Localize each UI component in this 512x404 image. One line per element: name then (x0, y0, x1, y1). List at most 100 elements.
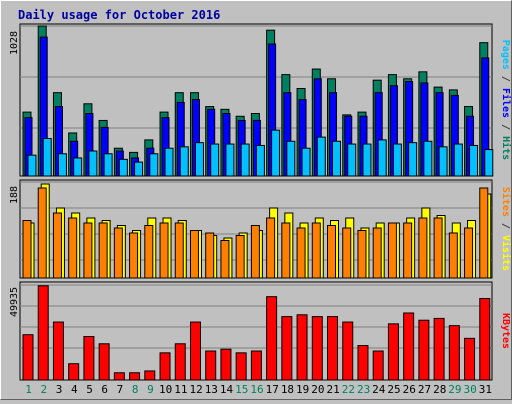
sites-bar (281, 222, 291, 279)
sites-bar (129, 232, 139, 279)
y-tick-labels: 1028 188 49935 (9, 31, 20, 317)
kbytes-bar (235, 352, 247, 381)
pages-bar (149, 153, 159, 177)
kbytes-bar (129, 372, 141, 381)
y-axis-label-part: Sites (500, 187, 512, 217)
y-tick-label: 1028 (9, 31, 20, 55)
sites-bar (403, 222, 413, 279)
pages-bar (301, 147, 311, 177)
pages-bar (164, 147, 174, 177)
kbytes-bar (464, 337, 476, 381)
sites-bar (327, 225, 337, 279)
pages-bar (362, 143, 372, 177)
sites-bar (250, 225, 260, 279)
kbytes-bar (281, 316, 293, 381)
sites-bar (37, 187, 47, 279)
y-axis-label-part: Visits (500, 235, 512, 271)
x-tick-label: 16 (250, 383, 263, 396)
sites-bar (205, 232, 215, 279)
x-tick-label: 13 (205, 383, 218, 396)
x-tick-label: 24 (372, 383, 386, 396)
bars (22, 25, 494, 381)
x-tick-label: 31 (479, 383, 492, 396)
x-tick-label: 1 (25, 383, 32, 396)
x-tick-label: 27 (418, 383, 431, 396)
y-axis-label-part: / (500, 118, 511, 136)
kbytes-bar (342, 321, 354, 381)
x-tick-label: 29 (448, 383, 461, 396)
kbytes-bar (37, 285, 49, 381)
pages-bar (332, 140, 342, 177)
x-tick-label: 21 (327, 383, 340, 396)
sites-bar (448, 232, 458, 279)
kbytes-bar (250, 350, 262, 381)
y-axis-label: Pages / Files / Hits (500, 40, 512, 160)
kbytes-bar (387, 323, 399, 381)
pages-bar (271, 129, 281, 177)
x-tick-label: 6 (101, 383, 108, 396)
pages-bar (392, 143, 402, 177)
y-axis-label: KBytes (500, 313, 511, 349)
y-axis-label-part: Hits (500, 136, 512, 160)
pages-bar (210, 143, 220, 177)
pages-bar (438, 146, 448, 177)
sites-bar (311, 222, 321, 279)
pages-bar (179, 146, 189, 177)
pages-bar (377, 139, 387, 177)
sites-bar (296, 227, 306, 279)
pages-bar (103, 153, 113, 177)
x-tick-label: 17 (266, 383, 279, 396)
sites-bar (189, 230, 199, 279)
kbytes-bar (448, 325, 460, 381)
pages-bar (88, 150, 98, 177)
x-tick-label: 14 (220, 383, 234, 396)
kbytes-bar (327, 316, 339, 381)
pages-bar (286, 140, 296, 177)
sites-bar (266, 217, 276, 279)
kbytes-bar (479, 297, 491, 381)
x-tick-label: 23 (357, 383, 370, 396)
pages-bar (347, 143, 357, 177)
kbytes-bar (68, 363, 80, 381)
kbytes-bar (98, 343, 110, 381)
pages-bar (423, 140, 433, 177)
x-tick-label: 8 (132, 383, 139, 396)
pages-bar (42, 138, 52, 177)
pages-bar (225, 143, 235, 177)
x-tick-label: 25 (387, 383, 400, 396)
kbytes-bar (296, 314, 308, 381)
sites-bar (479, 187, 489, 279)
pages-bar (484, 149, 494, 177)
sites-bar (68, 217, 78, 279)
x-tick-label: 26 (403, 383, 416, 396)
pages-bar (453, 143, 463, 177)
x-tick-label: 12 (189, 383, 202, 396)
kbytes-bar (205, 350, 217, 381)
sites-bar (83, 222, 93, 279)
y-tick-label: 49935 (9, 287, 20, 317)
pages-bar (408, 142, 418, 177)
pages-bar (118, 158, 128, 177)
sites-bar (98, 222, 108, 279)
x-tick-label: 15 (235, 383, 248, 396)
sites-bar (159, 222, 169, 279)
y-axis-label-part: Pages (500, 40, 511, 70)
pages-bar (194, 142, 204, 177)
kbytes-bar (52, 321, 64, 381)
y-axis-label-part: / (500, 70, 511, 88)
y-axis-label-part: / (500, 217, 511, 235)
x-tick-label: 2 (41, 383, 48, 396)
kbytes-bar (113, 372, 125, 381)
kbytes-bar (357, 345, 369, 381)
pages-bar (134, 161, 144, 177)
sites-bar (144, 225, 154, 279)
x-tick-label: 20 (311, 383, 324, 396)
x-tick-label: 22 (342, 383, 355, 396)
sites-bar (342, 227, 352, 279)
x-tick-label: 4 (71, 383, 78, 396)
kbytes-bar (372, 350, 384, 381)
pages-bar (469, 144, 479, 177)
